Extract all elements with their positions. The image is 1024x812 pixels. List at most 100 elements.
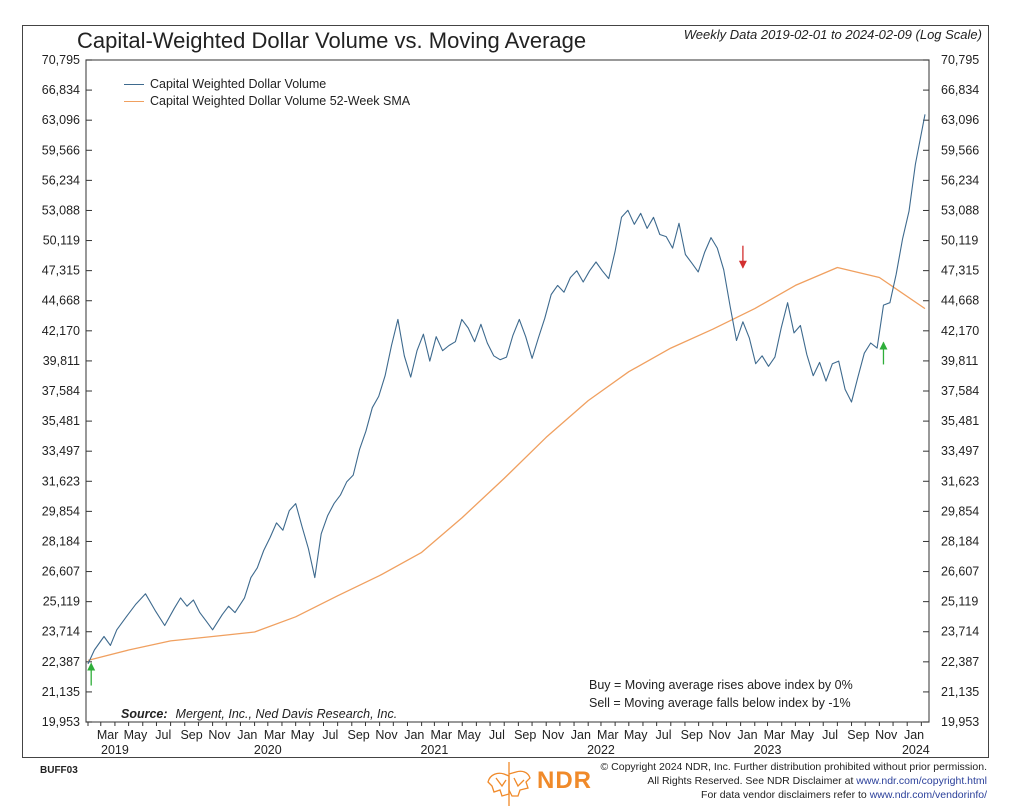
y-tick-label-left: 42,170 (42, 324, 80, 338)
x-month-label: Nov (875, 728, 898, 742)
x-year-label: 2022 (587, 743, 615, 757)
y-tick-label-right: 21,135 (941, 685, 979, 699)
x-month-label: Nov (542, 728, 565, 742)
y-tick-label-right: 44,668 (941, 294, 979, 308)
sell-arrow-head (738, 260, 747, 269)
x-month-label: Sep (180, 728, 202, 742)
x-year-label: 2024 (902, 743, 930, 757)
x-year-label: 2020 (254, 743, 282, 757)
y-tick-label-left: 22,387 (42, 655, 80, 669)
x-month-label: Jul (822, 728, 838, 742)
y-tick-label-right: 23,714 (941, 625, 979, 639)
y-tick-label-left: 35,481 (42, 414, 80, 428)
x-month-label: Mar (597, 728, 619, 742)
x-month-label: Jan (571, 728, 591, 742)
y-tick-label-right: 22,387 (941, 655, 979, 669)
y-tick-label-left: 21,135 (42, 685, 80, 699)
chart-code: BUFF03 (40, 765, 78, 776)
y-tick-label-right: 19,953 (941, 715, 979, 729)
y-tick-label-left: 63,096 (42, 113, 80, 127)
copyright-line-3-text: For data vendor disclaimers refer to (701, 789, 870, 801)
y-tick-label-left: 53,088 (42, 203, 80, 217)
y-tick-label-left: 23,714 (42, 625, 80, 639)
chart-frame (22, 25, 989, 758)
x-month-label: Jan (737, 728, 757, 742)
y-tick-label-right: 25,119 (941, 595, 978, 609)
y-tick-label-right: 47,315 (941, 264, 979, 278)
y-tick-label-right: 59,566 (941, 143, 979, 157)
y-tick-label-right: 66,834 (941, 83, 979, 97)
y-axis-left: 70,795 66,834 63,096 59,566 56,234 53,088 50,1… (42, 53, 92, 729)
x-month-label: Jan (904, 728, 924, 742)
y-tick-label-left: 19,953 (42, 715, 80, 729)
y-tick-label-right: 29,854 (941, 504, 979, 518)
chart-subtitle: Weekly Data 2019-02-01 to 2024-02-09 (Lo… (683, 27, 982, 42)
legend-swatch-blue (124, 84, 144, 85)
legend: Capital Weighted Dollar Volume Capital W… (124, 76, 410, 110)
y-tick-label-right: 26,607 (941, 565, 979, 579)
legend-item-volume: Capital Weighted Dollar Volume (124, 76, 410, 93)
x-month-label: Sep (681, 728, 703, 742)
x-month-label: Mar (97, 728, 119, 742)
copyright-link[interactable]: www.ndr.com/copyright.html (856, 775, 987, 787)
x-month-label: Nov (709, 728, 732, 742)
copyright-block: © Copyright 2024 NDR, Inc. Further distr… (601, 760, 988, 802)
sell-rule: Sell = Moving average falls below index … (589, 696, 851, 710)
vendorinfo-link[interactable]: www.ndr.com/vendorinfo/ (869, 789, 987, 801)
axes (85, 59, 930, 723)
y-tick-label-right: 31,623 (941, 474, 979, 488)
y-tick-label-left: 56,234 (42, 173, 80, 187)
x-month-label: Mar (430, 728, 452, 742)
y-tick-label-right: 56,234 (941, 173, 979, 187)
chart-title: Capital-Weighted Dollar Volume vs. Movin… (77, 28, 587, 53)
y-tick-label-right: 28,184 (941, 534, 979, 548)
y-tick-label-right: 33,497 (941, 444, 979, 458)
x-month-label: Mar (264, 728, 286, 742)
legend-swatch-orange (124, 101, 144, 102)
x-month-label: May (457, 728, 481, 742)
y-tick-label-left: 31,623 (42, 474, 80, 488)
signal-rules: Buy = Moving average rises above index b… (589, 676, 853, 712)
source-note: Source: Mergent, Inc., Ned Davis Research… (121, 707, 397, 721)
y-tick-label-left: 44,668 (42, 294, 80, 308)
signal-arrows (87, 245, 888, 686)
x-month-label: Jul (656, 728, 672, 742)
copyright-line-3: For data vendor disclaimers refer to www… (601, 788, 987, 802)
y-tick-label-right: 37,584 (941, 384, 979, 398)
y-tick-label-left: 28,184 (42, 534, 80, 548)
copyright-line-1: © Copyright 2024 NDR, Inc. Further distr… (600, 761, 988, 773)
x-month-label: Jan (404, 728, 424, 742)
source-label: Source: (121, 707, 168, 721)
y-tick-label-left: 37,584 (42, 384, 80, 398)
x-month-label: Sep (514, 728, 536, 742)
y-tick-label-left: 70,795 (42, 53, 80, 67)
y-tick-label-left: 33,497 (42, 444, 80, 458)
copyright-line-2-text: All Rights Reserved. See NDR Disclaimer … (647, 775, 857, 787)
x-month-label: Jul (489, 728, 505, 742)
ndr-logo-text: NDR (537, 767, 592, 794)
y-tick-label-right: 42,170 (941, 324, 979, 338)
sell-arrow-icon (738, 245, 747, 269)
legend-label-sma: Capital Weighted Dollar Volume 52-Week S… (150, 94, 411, 108)
x-month-label: Sep (847, 728, 869, 742)
source-text: Mergent, Inc., Ned Davis Research, Inc. (175, 707, 398, 721)
x-year-label: 2023 (754, 743, 782, 757)
buy-rule: Buy = Moving average rises above index b… (589, 678, 853, 692)
y-tick-label-right: 53,088 (941, 203, 979, 217)
x-month-label: Sep (348, 728, 370, 742)
y-tick-label-left: 26,607 (42, 565, 80, 579)
x-axis: Mar May Jul Sep Nov Jan Mar May Jul Sep Nov Jan Mar M… (87, 722, 930, 757)
y-tick-label-left: 29,854 (42, 504, 80, 518)
buy-arrow-icon (879, 341, 888, 365)
x-year-label: 2019 (101, 743, 129, 757)
x-month-label: Jul (322, 728, 338, 742)
sma-series-line (87, 266, 926, 662)
x-month-label: May (624, 728, 648, 742)
legend-item-sma: Capital Weighted Dollar Volume 52-Week S… (124, 93, 410, 110)
x-month-label: May (124, 728, 148, 742)
x-month-label: Jan (237, 728, 257, 742)
y-tick-label-right: 50,119 (941, 234, 978, 248)
y-tick-label-left: 59,566 (42, 143, 80, 157)
x-month-label: Jul (155, 728, 171, 742)
